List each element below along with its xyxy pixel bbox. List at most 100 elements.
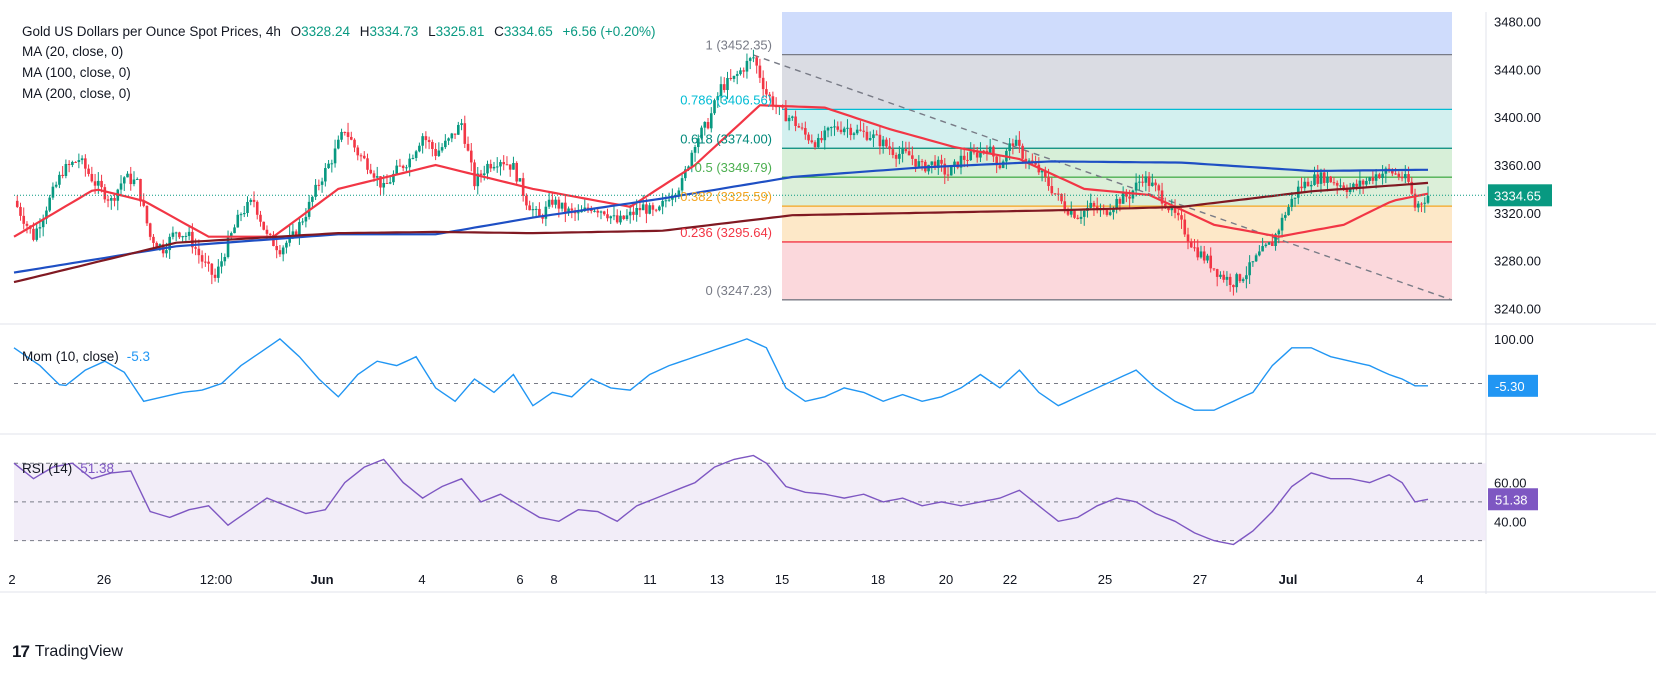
candle-body — [1069, 210, 1073, 215]
candle-body — [362, 155, 366, 159]
candle-body — [1222, 274, 1225, 280]
candle-body — [547, 199, 551, 207]
candle-body — [1050, 186, 1054, 194]
candle-body — [1173, 205, 1177, 213]
candle-body — [1251, 261, 1255, 263]
candle-body — [677, 190, 681, 195]
time-tick: 12:00 — [200, 572, 233, 587]
candle-body — [51, 186, 55, 198]
candle-body — [609, 216, 613, 219]
candle-body — [1047, 176, 1050, 187]
candle-body — [87, 168, 90, 174]
candle-body — [194, 247, 197, 249]
candle-body — [457, 124, 460, 135]
candle-body — [1138, 181, 1141, 183]
candle-body — [645, 204, 648, 214]
candle-body — [680, 178, 684, 191]
candle-body — [570, 208, 574, 211]
candle-body — [440, 147, 444, 151]
candle-body — [823, 130, 827, 141]
candle-body — [911, 155, 914, 159]
grid-lines — [0, 12, 1656, 594]
candle-body — [414, 151, 418, 158]
time-tick: 26 — [97, 572, 111, 587]
candle-body — [463, 123, 467, 144]
candle-body — [45, 210, 48, 219]
candle-body — [1407, 174, 1410, 182]
candle-body — [262, 221, 266, 230]
candle-body — [392, 173, 395, 183]
candle-body — [1300, 186, 1303, 189]
candle-body — [67, 163, 71, 165]
candle-body — [479, 173, 483, 175]
candle-body — [489, 163, 493, 169]
candle-body — [431, 142, 434, 149]
candle-body — [38, 227, 42, 229]
candle-body — [268, 233, 272, 235]
candle-body — [1141, 181, 1144, 183]
candle-body — [74, 161, 77, 163]
candle-body — [1066, 210, 1070, 215]
candle-body — [505, 164, 509, 166]
candle-body — [469, 150, 473, 163]
candle-body — [437, 150, 441, 156]
candle-body — [742, 70, 746, 72]
candle-body — [294, 231, 298, 236]
candle-body — [567, 208, 570, 213]
rsi-badge — [1488, 488, 1538, 511]
candle-body — [804, 128, 807, 135]
candle-body — [1365, 180, 1368, 185]
candle-body — [1076, 217, 1080, 219]
candle-body — [61, 174, 64, 177]
last-price-text: 3334.65 — [1494, 188, 1541, 203]
candle-body — [1189, 241, 1193, 248]
candle-body — [1167, 207, 1170, 211]
candle-body — [1290, 198, 1294, 207]
candle-body — [1056, 193, 1060, 195]
ma-line-0 — [13, 104, 1429, 238]
candle-body — [862, 130, 865, 132]
candle-body — [492, 166, 496, 169]
candle-body — [794, 116, 797, 126]
candle-body — [122, 177, 126, 184]
candle-body — [917, 161, 921, 167]
candle-body — [800, 127, 804, 129]
time-tick: Jun — [310, 572, 333, 587]
candle-body — [1202, 251, 1206, 261]
candle-body — [1021, 145, 1024, 159]
candle-body — [1144, 176, 1148, 183]
candle-body — [1134, 182, 1138, 191]
candle-body — [217, 266, 220, 278]
candle-body — [1183, 219, 1187, 235]
candle-body — [401, 165, 405, 169]
candle-body — [450, 133, 454, 139]
candle-body — [1358, 180, 1362, 187]
candle-body — [1180, 215, 1183, 220]
candle-body — [1160, 190, 1164, 204]
candle-body — [881, 139, 885, 147]
candle-body — [1079, 216, 1083, 219]
candle-body — [560, 202, 564, 209]
candle-body — [700, 127, 703, 139]
time-tick: 18 — [871, 572, 885, 587]
candle-body — [1410, 181, 1414, 194]
candle-body — [1271, 242, 1274, 247]
candle-body — [589, 209, 593, 212]
candle-body — [298, 222, 301, 236]
candle-body — [1345, 189, 1349, 193]
candle-body — [768, 94, 771, 97]
momentum-badge — [1488, 374, 1538, 397]
candle-body — [1420, 203, 1423, 205]
candle-body — [1248, 262, 1251, 276]
candle-body — [962, 155, 966, 160]
candle-body — [349, 136, 353, 140]
candle-body — [1261, 246, 1264, 252]
tradingview-logo[interactable]: 17 TradingView — [12, 642, 123, 661]
candle-body — [807, 134, 810, 141]
time-tick: 11 — [643, 572, 657, 587]
fib-label-0.5: 0.5 (3349.79) — [695, 160, 772, 175]
candle-body — [113, 198, 116, 201]
candle-body — [375, 176, 379, 178]
candle-body — [165, 250, 168, 254]
candle-body — [907, 151, 911, 156]
